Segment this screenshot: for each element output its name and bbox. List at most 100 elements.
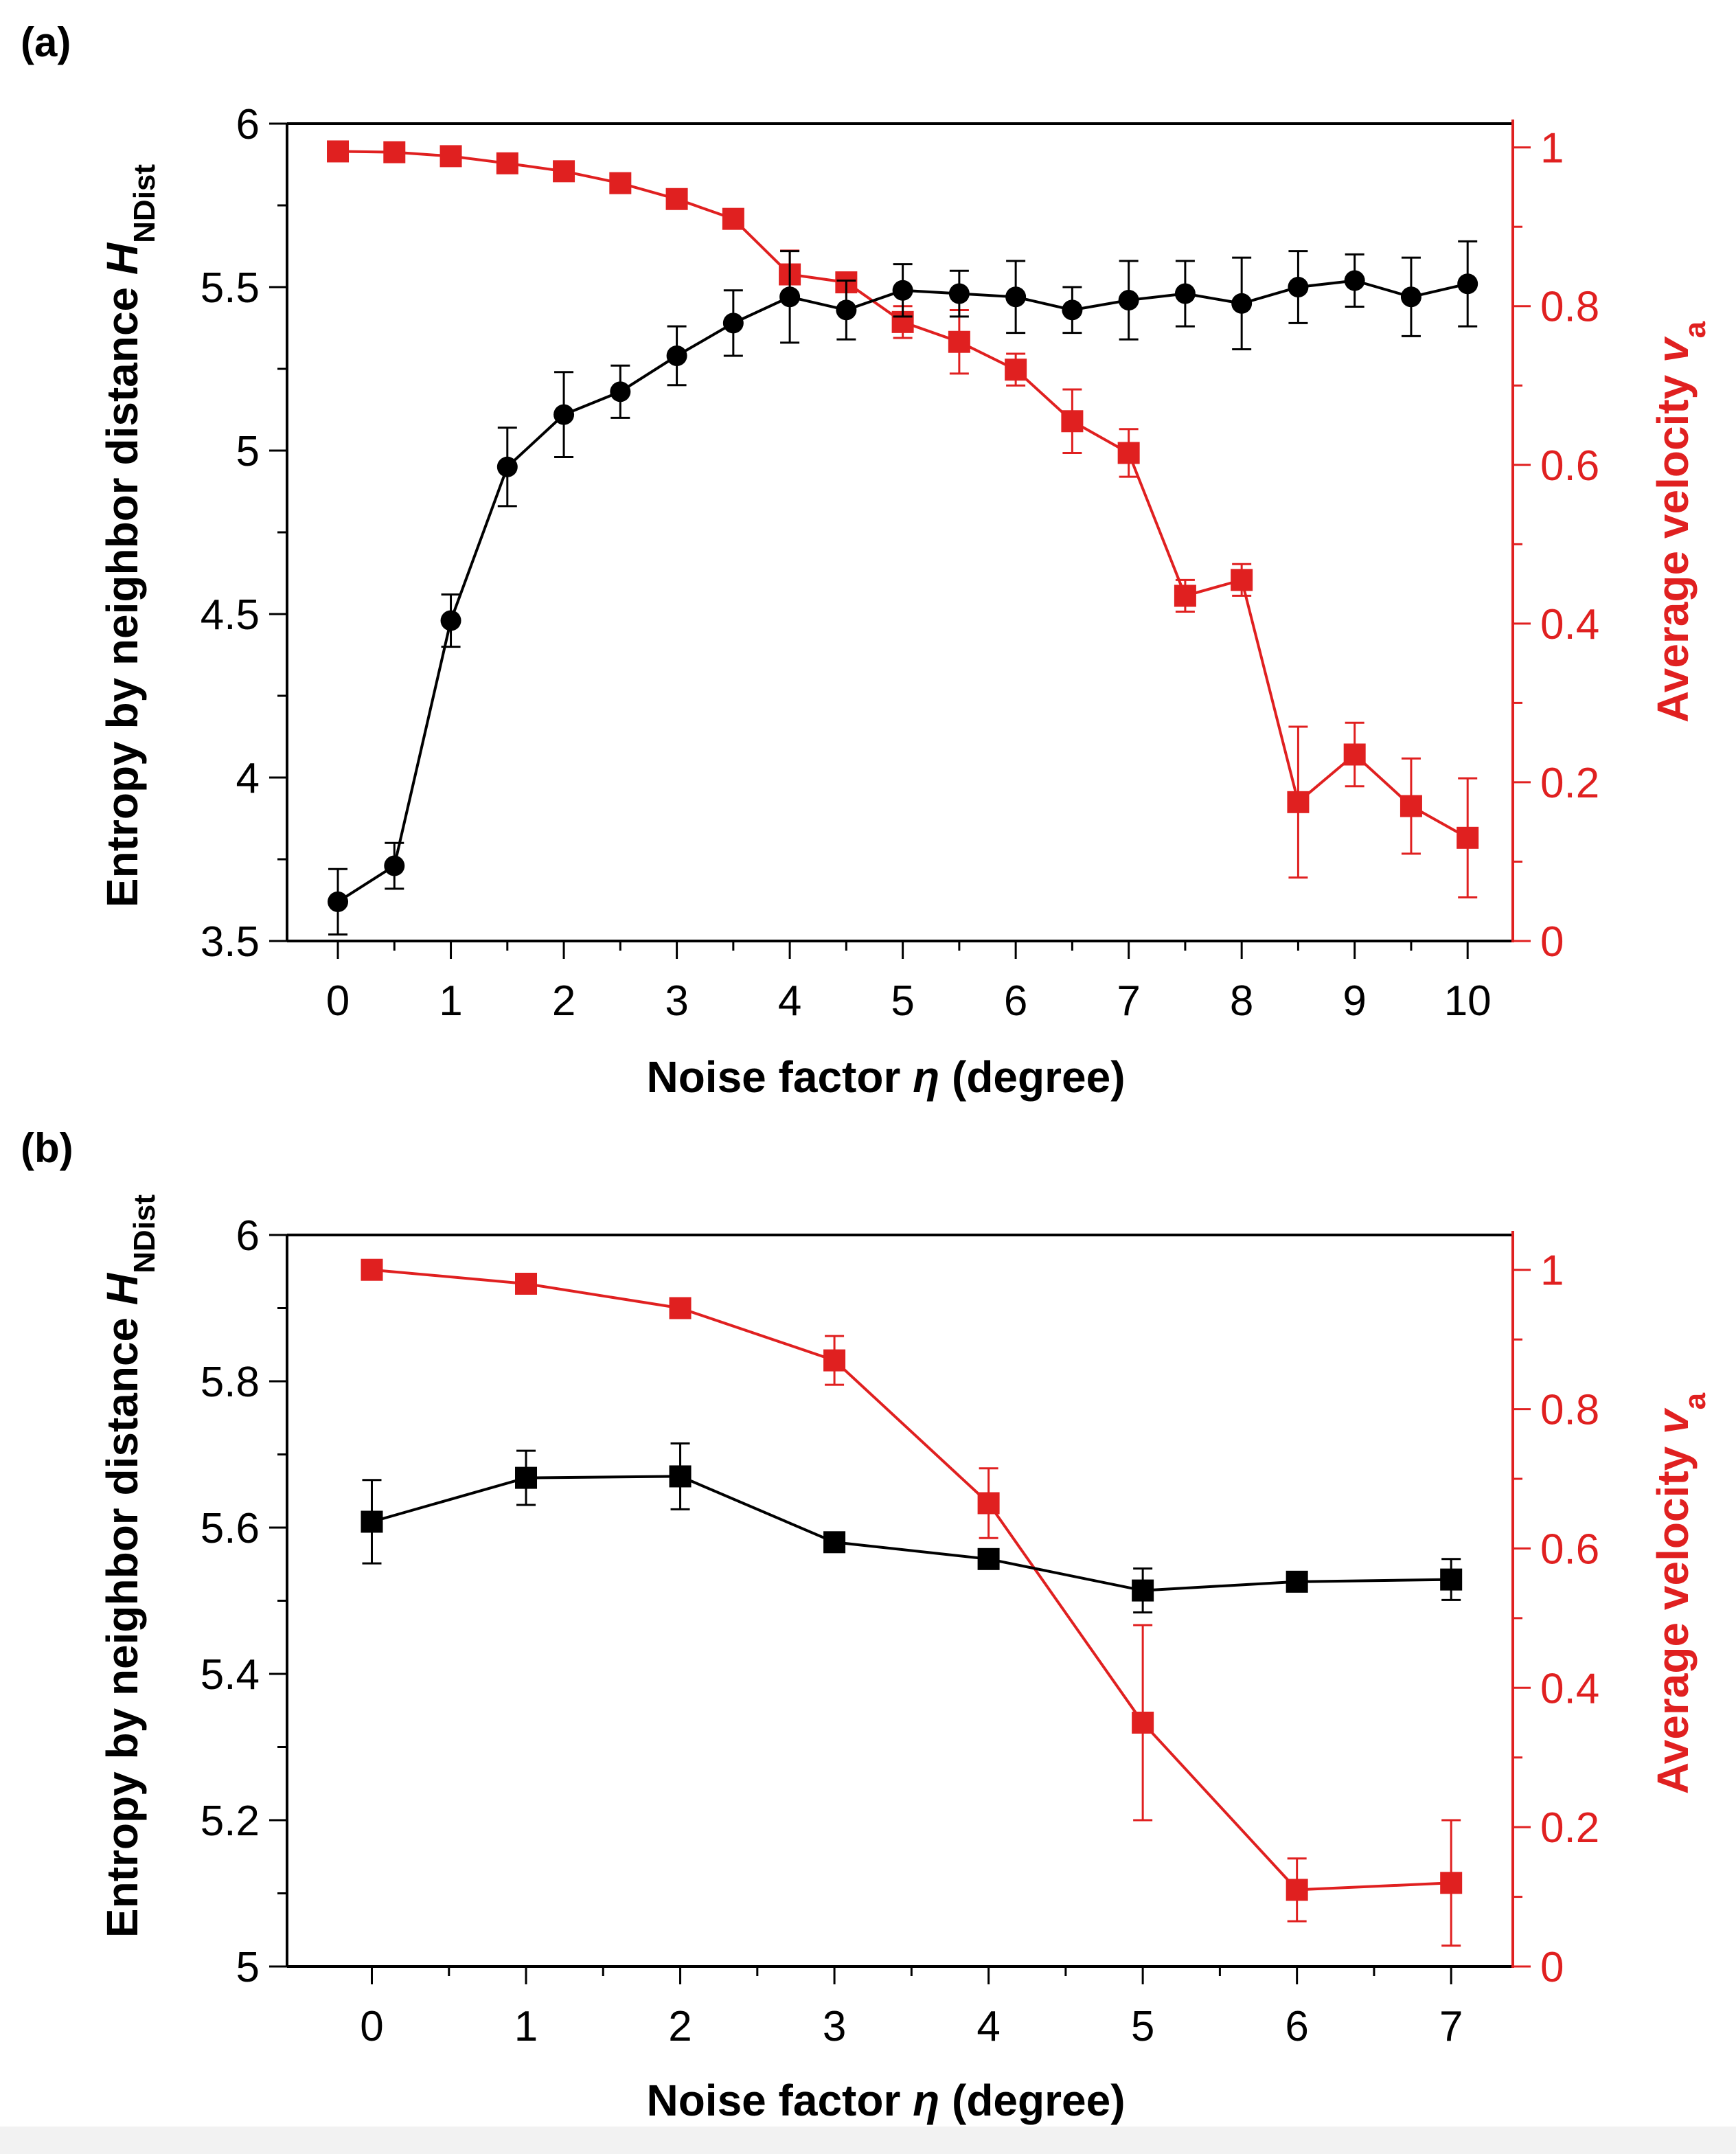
y2-tick-label: 0.8 bbox=[1540, 1387, 1599, 1434]
data-point bbox=[823, 1531, 846, 1554]
data-point bbox=[1457, 273, 1478, 295]
y2-tick-label: 0 bbox=[1540, 918, 1564, 966]
data-point bbox=[383, 141, 406, 163]
x-tick-label: 2 bbox=[668, 2003, 692, 2050]
data-point bbox=[779, 286, 801, 308]
data-point bbox=[1061, 410, 1084, 433]
y2-tick-label: 0.4 bbox=[1540, 601, 1599, 648]
y-axis-title-a: Entropy by neighbor distance HNDist bbox=[98, 164, 161, 907]
data-point bbox=[666, 345, 687, 366]
data-point bbox=[327, 140, 350, 163]
x-tick-label: 9 bbox=[1343, 977, 1366, 1025]
data-point bbox=[1286, 1879, 1308, 1901]
data-point bbox=[1132, 1579, 1154, 1602]
y2-tick-label: 0 bbox=[1540, 1944, 1564, 1991]
data-point bbox=[1343, 743, 1366, 766]
y2-axis-title-b: Average velocity va bbox=[1648, 1392, 1712, 1794]
data-point bbox=[1005, 286, 1027, 308]
data-point bbox=[1400, 795, 1422, 817]
series-entropy bbox=[328, 240, 1478, 936]
data-point bbox=[1005, 359, 1027, 381]
x-tick-label: 5 bbox=[891, 977, 914, 1025]
x-tick-label: 7 bbox=[1439, 2003, 1463, 2050]
data-point bbox=[361, 1258, 383, 1281]
series-line bbox=[371, 1475, 1452, 1592]
data-point bbox=[665, 188, 688, 210]
data-point bbox=[553, 404, 575, 425]
x-tick-label: 2 bbox=[552, 977, 575, 1025]
x-tick-label: 1 bbox=[439, 977, 462, 1025]
data-point bbox=[1286, 1570, 1308, 1593]
data-point bbox=[384, 855, 405, 876]
data-point bbox=[515, 1466, 538, 1489]
series-layer-a bbox=[327, 140, 1479, 936]
y2-tick-label: 0.4 bbox=[1540, 1665, 1599, 1712]
series-average-velocity bbox=[361, 1258, 1463, 1947]
data-point bbox=[553, 160, 575, 183]
data-point bbox=[1400, 286, 1421, 308]
chart-panel-b: (b) 0 1 2 3 4 5 6 7 5 5.2 5.4 5.6 5.8 6 0 0.2 0.4 0.6 0.8 1… bbox=[21, 1125, 1712, 2125]
y2-tick-label: 0.8 bbox=[1540, 284, 1599, 331]
x-axis-title-b: Noise factor η (degree) bbox=[646, 2076, 1125, 2125]
data-point bbox=[1132, 1712, 1154, 1734]
data-point bbox=[1344, 270, 1365, 291]
data-point bbox=[496, 456, 518, 477]
y-tick-label: 5 bbox=[236, 428, 260, 475]
data-point bbox=[1231, 293, 1253, 314]
y2-tick-label: 0.2 bbox=[1540, 760, 1599, 807]
chart-panel-a: (a) 0 1 2 3 4 5 6 7 8 9 10 3.5 4 4.5 5 5.5 6 0 0.2 0.4 0.6 0.… bbox=[21, 19, 1712, 1102]
data-point bbox=[610, 381, 631, 403]
y2-axis-title-a: Average velocity va bbox=[1648, 321, 1712, 723]
x-axis-title-a: Noise factor η (degree) bbox=[646, 1052, 1125, 1102]
data-point bbox=[1440, 1872, 1463, 1894]
data-point bbox=[948, 283, 970, 304]
data-point bbox=[1118, 290, 1139, 311]
y-tick-label: 5.5 bbox=[201, 264, 260, 312]
y2-tick-label: 0.6 bbox=[1540, 1526, 1599, 1573]
data-point bbox=[1231, 569, 1253, 591]
data-point bbox=[1287, 791, 1310, 813]
y-tick-label: 5.4 bbox=[201, 1651, 260, 1699]
data-point bbox=[722, 207, 744, 230]
y2-tick-label: 1 bbox=[1540, 125, 1564, 172]
x-tick-label: 5 bbox=[1131, 2003, 1154, 2050]
y-axis-title-b: Entropy by neighbor distance HNDist bbox=[98, 1194, 161, 1938]
x-tick-label: 1 bbox=[514, 2003, 538, 2050]
panel-label-b: (b) bbox=[21, 1125, 73, 1171]
x-tick-label: 3 bbox=[665, 977, 688, 1025]
y2-tick-label: 1 bbox=[1540, 1247, 1564, 1295]
y-tick-label: 6 bbox=[236, 101, 260, 148]
series-layer-b bbox=[361, 1258, 1463, 1947]
y-tick-label: 5.2 bbox=[201, 1798, 260, 1845]
data-point bbox=[892, 280, 913, 301]
axes-b: 0 1 2 3 4 5 6 7 5 5.2 5.4 5.6 5.8 6 0 0.2 0.4 0.6 0.8 1 bbox=[201, 1212, 1599, 2050]
x-tick-label: 10 bbox=[1444, 977, 1492, 1025]
data-point bbox=[515, 1273, 538, 1295]
data-point bbox=[1117, 442, 1140, 464]
data-point bbox=[328, 891, 349, 912]
data-point bbox=[1174, 585, 1196, 607]
data-point bbox=[1457, 826, 1479, 849]
data-point bbox=[836, 299, 857, 321]
data-point bbox=[669, 1465, 692, 1488]
x-tick-label: 6 bbox=[1004, 977, 1027, 1025]
x-tick-label: 3 bbox=[823, 2003, 846, 2050]
data-point bbox=[609, 172, 632, 194]
data-point bbox=[439, 145, 462, 168]
y-tick-label: 4 bbox=[236, 755, 260, 802]
series-line bbox=[372, 1268, 1452, 1892]
x-tick-label: 8 bbox=[1230, 977, 1253, 1025]
data-point bbox=[1062, 299, 1083, 321]
y-tick-label: 5.6 bbox=[201, 1505, 260, 1552]
y-tick-label: 3.5 bbox=[201, 918, 260, 966]
data-point bbox=[722, 313, 744, 334]
y2-tick-label: 0.2 bbox=[1540, 1804, 1599, 1852]
y-tick-label: 5.8 bbox=[201, 1359, 260, 1406]
panel-label-a: (a) bbox=[21, 19, 71, 65]
data-point bbox=[361, 1510, 383, 1533]
data-point bbox=[948, 330, 970, 353]
axes-a: 0 1 2 3 4 5 6 7 8 9 10 3.5 4 4.5 5 5.5 6 0 0.2 0.4 0.6 0.8 1 bbox=[201, 101, 1599, 1025]
x-tick-label: 7 bbox=[1117, 977, 1140, 1025]
x-tick-label: 4 bbox=[976, 2003, 1000, 2050]
